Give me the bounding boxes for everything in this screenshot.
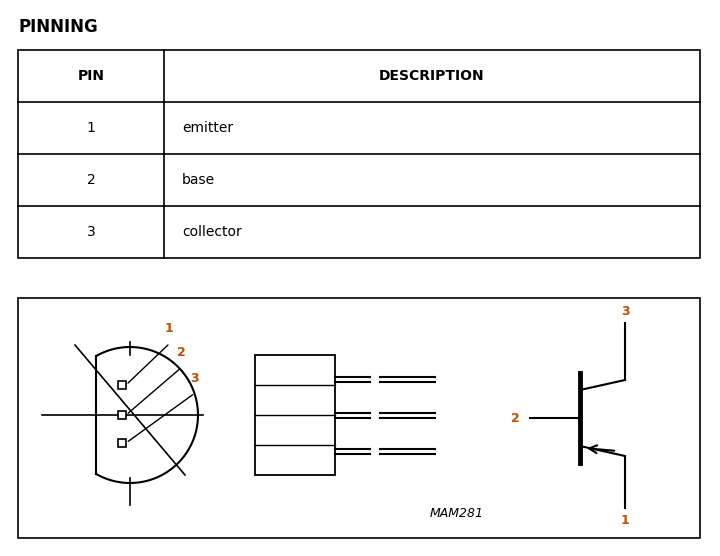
Text: base: base bbox=[182, 173, 215, 187]
Text: 1: 1 bbox=[165, 322, 174, 335]
Text: 2: 2 bbox=[511, 411, 520, 424]
Bar bbox=[18, 50, 700, 258]
Bar bbox=[18, 298, 700, 538]
Text: DESCRIPTION: DESCRIPTION bbox=[379, 69, 485, 83]
Text: collector: collector bbox=[182, 225, 242, 239]
Text: 2: 2 bbox=[86, 173, 95, 187]
Text: MAM281: MAM281 bbox=[430, 507, 484, 520]
Bar bbox=[118, 439, 126, 447]
Text: PINNING: PINNING bbox=[18, 18, 98, 36]
Text: 3: 3 bbox=[86, 225, 95, 239]
Text: PIN: PIN bbox=[78, 69, 104, 83]
Text: 3: 3 bbox=[621, 305, 629, 318]
Text: 1: 1 bbox=[621, 514, 629, 527]
Text: 2: 2 bbox=[177, 346, 186, 359]
Text: emitter: emitter bbox=[182, 121, 233, 135]
Text: 3: 3 bbox=[190, 372, 199, 385]
Bar bbox=[255, 355, 335, 475]
Text: 1: 1 bbox=[86, 121, 96, 135]
Bar bbox=[118, 411, 126, 419]
Bar bbox=[118, 381, 126, 389]
